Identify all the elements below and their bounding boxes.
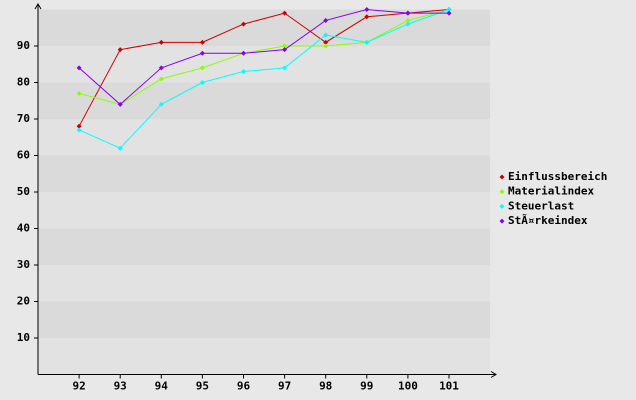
legend-marker — [499, 189, 505, 195]
x-tick-label: 95 — [196, 380, 209, 393]
grid-band — [38, 119, 490, 156]
legend-marker — [499, 218, 505, 224]
y-tick-label: 60 — [17, 149, 30, 162]
point — [323, 39, 329, 45]
grid-band — [38, 82, 490, 119]
point — [199, 65, 205, 71]
point — [158, 39, 164, 45]
point — [282, 43, 288, 49]
point — [364, 7, 370, 12]
point — [158, 76, 164, 82]
grid-band — [38, 301, 490, 338]
grid-band — [38, 338, 490, 375]
point — [76, 123, 82, 129]
y-tick-label: 50 — [17, 185, 30, 198]
grid-band — [38, 9, 490, 46]
point — [405, 21, 411, 27]
legend-marker — [499, 203, 505, 209]
legend-label: Steuerlast — [508, 199, 574, 212]
x-tick-label: 97 — [278, 380, 291, 393]
point — [199, 50, 205, 56]
point — [446, 10, 452, 16]
legend-label: Einflussbereich — [508, 170, 607, 183]
y-axis-arrow — [34, 3, 42, 10]
y-tick-label: 20 — [17, 295, 30, 308]
y-tick-label: 40 — [17, 222, 30, 235]
y-tick-label: 80 — [17, 76, 30, 89]
point — [117, 101, 123, 107]
x-axis-arrow — [490, 371, 497, 378]
point — [282, 65, 288, 71]
x-tick-label: 94 — [155, 380, 169, 393]
point — [117, 145, 123, 151]
x-tick-label: 101 — [439, 380, 459, 393]
point — [241, 50, 246, 56]
legend-label: StÃ¤rkeindex — [508, 214, 588, 227]
point — [364, 14, 370, 20]
point — [282, 10, 288, 16]
x-tick-label: 98 — [319, 380, 332, 393]
legend-marker — [499, 174, 505, 180]
point — [323, 32, 329, 38]
grid-band — [38, 228, 490, 265]
point — [158, 101, 164, 107]
point — [323, 17, 329, 23]
line — [78, 9, 450, 149]
y-tick-label: 70 — [17, 112, 30, 125]
x-tick-label: 96 — [237, 380, 251, 393]
point — [76, 90, 82, 96]
point — [241, 21, 246, 27]
line — [78, 8, 449, 106]
legend-label: Materialindex — [508, 185, 594, 198]
point — [199, 39, 205, 45]
point — [199, 80, 205, 85]
grid-band — [38, 265, 490, 302]
y-tick-label: 10 — [17, 331, 30, 344]
grid-band — [38, 155, 490, 192]
grid-band — [38, 192, 490, 229]
line — [78, 9, 450, 127]
x-tick-label: 93 — [114, 380, 127, 393]
point — [117, 47, 123, 53]
x-tick-label: 99 — [360, 380, 373, 393]
x-tick-label: 100 — [398, 380, 418, 393]
point — [76, 127, 82, 133]
point — [405, 17, 411, 23]
point — [364, 39, 370, 45]
grid-band — [38, 46, 490, 83]
point — [76, 65, 82, 71]
point — [241, 69, 246, 75]
point — [446, 7, 452, 12]
point — [323, 43, 329, 49]
line — [78, 9, 450, 105]
point — [405, 10, 411, 16]
y-tick-label: 90 — [17, 39, 30, 52]
y-tick-label: 30 — [17, 258, 30, 271]
point — [158, 65, 164, 71]
point — [282, 47, 288, 53]
x-tick-label: 92 — [72, 380, 85, 393]
